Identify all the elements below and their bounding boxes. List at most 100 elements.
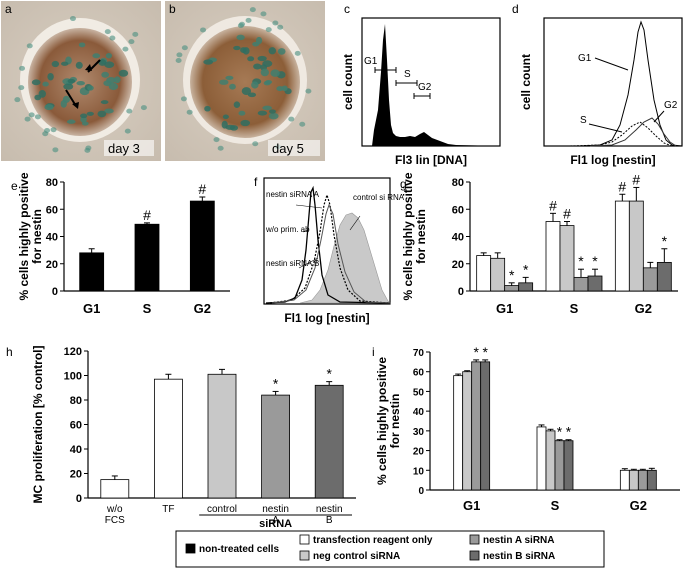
legend-label: nestin B siRNA: [483, 551, 555, 562]
nestin-a-curve: [269, 192, 391, 304]
nucleus: [268, 109, 276, 114]
bar: [628, 469, 639, 491]
curve-s-label: S: [580, 115, 587, 126]
significance-marker: #: [632, 171, 640, 187]
nucleus: [236, 34, 245, 41]
y-tick-label: 0: [458, 286, 464, 298]
y-tick-label: 80: [46, 177, 58, 189]
panel-b-letter: b: [169, 2, 176, 16]
x-tick-label: nestin: [262, 504, 289, 515]
legend-swatch: [299, 550, 310, 561]
nucleus: [101, 71, 110, 78]
panel-f-overlay-histogram: f nestin siRNA A w/o prim. ab nestin siR…: [254, 175, 405, 325]
nucleus: [249, 7, 256, 13]
nucleus: [44, 127, 51, 133]
significance-marker: *: [557, 424, 563, 440]
y-tick-label: 20: [70, 469, 82, 481]
legend-label: nestin A siRNA: [483, 535, 555, 546]
nucleus: [38, 90, 46, 98]
significance-marker: *: [578, 253, 584, 269]
nucleus: [176, 52, 183, 58]
x-tick-label: G2: [194, 301, 211, 316]
y-tick-label: 20: [452, 259, 464, 271]
nucleus: [42, 81, 49, 87]
bar: [563, 440, 574, 491]
legend-label: transfection reagent only: [313, 535, 433, 546]
nucleus: [186, 109, 193, 115]
nucleus: [106, 76, 116, 84]
significance-marker: *: [482, 344, 488, 360]
significance-marker: #: [618, 178, 626, 194]
nucleus: [200, 27, 207, 33]
s-curve: [569, 121, 673, 147]
y-tick-label: 20: [413, 447, 425, 458]
bar: [153, 378, 183, 499]
y-tick-label: 70: [413, 348, 425, 359]
nucleus: [51, 60, 60, 68]
nucleus: [221, 120, 228, 129]
curve-g2-label: G2: [664, 100, 678, 111]
nucleus: [268, 112, 279, 120]
nucleus: [140, 105, 147, 111]
nucleus: [247, 56, 255, 62]
nestin-b-label: nestin siRNA B: [266, 259, 319, 268]
nucleus: [78, 42, 86, 48]
nucleus: [80, 113, 88, 119]
nucleus: [229, 83, 236, 90]
bar: [637, 469, 648, 491]
y-tick-label: 0: [418, 486, 424, 497]
nucleus: [213, 137, 220, 143]
nucleus: [217, 145, 224, 151]
bar: [545, 430, 556, 491]
nucleus: [299, 121, 306, 127]
nucleus: [62, 95, 70, 103]
nucleus: [18, 85, 25, 91]
y-tick-label: 60: [70, 420, 82, 432]
panel-d-letter: d: [512, 2, 519, 16]
nucleus: [34, 114, 41, 120]
nucleus: [203, 59, 214, 65]
nucleus: [277, 24, 284, 30]
nucleus: [75, 61, 83, 69]
nucleus: [268, 47, 277, 55]
nucleus: [272, 20, 279, 26]
nucleus: [128, 39, 135, 45]
panel-c-xlabel: Fl3 lin [DNA]: [395, 153, 467, 167]
nucleus: [225, 75, 234, 81]
nucleus: [242, 47, 250, 55]
dna-histogram-fill: [368, 24, 500, 146]
nestin-b-curve: [271, 203, 391, 304]
arrow-icon: [72, 102, 79, 109]
y-tick-label: 40: [70, 444, 82, 456]
bar: [554, 440, 565, 491]
y-tick-label: 60: [452, 204, 464, 216]
panel-b-caption: day 5: [272, 141, 304, 156]
g1-curve: [545, 20, 683, 147]
significance-marker: *: [566, 424, 572, 440]
nucleus: [31, 79, 41, 86]
nucleus: [85, 145, 92, 151]
nucleus: [50, 127, 57, 133]
nucleus: [245, 17, 252, 23]
legend: non-treated cells transfection reagent on…: [175, 530, 605, 568]
panel-c-letter: c: [344, 2, 350, 16]
nucleus: [86, 111, 94, 116]
nucleus: [270, 69, 280, 77]
gate-s-label: S: [404, 69, 411, 80]
nucleus: [19, 65, 26, 71]
bar: [480, 361, 491, 491]
significance-marker: *: [273, 375, 279, 391]
panel-h-chart: h 0 20 40 60 80 100 120 MC proliferation [% con…: [6, 345, 356, 530]
y-tick-label: 120: [64, 346, 82, 358]
significance-marker: #: [563, 206, 571, 222]
y-tick-label: 80: [452, 177, 464, 189]
bar: [628, 200, 644, 292]
control-sirna-fill: [299, 212, 391, 304]
nucleus: [251, 81, 259, 89]
significance-marker: *: [326, 366, 332, 382]
nucleus: [294, 50, 301, 56]
y-tick-label: 0: [52, 286, 58, 298]
panel-a-nuclei: [14, 16, 147, 153]
bar: [587, 275, 603, 292]
